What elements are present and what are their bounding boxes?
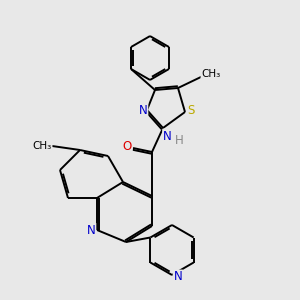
Text: N: N [87, 224, 95, 236]
Text: CH₃: CH₃ [201, 69, 220, 79]
Text: S: S [187, 103, 195, 116]
Text: CH₃: CH₃ [32, 141, 52, 151]
Text: N: N [139, 103, 147, 116]
Text: H: H [175, 134, 184, 146]
Text: N: N [163, 130, 172, 142]
Text: O: O [122, 140, 132, 152]
Text: N: N [174, 271, 182, 284]
